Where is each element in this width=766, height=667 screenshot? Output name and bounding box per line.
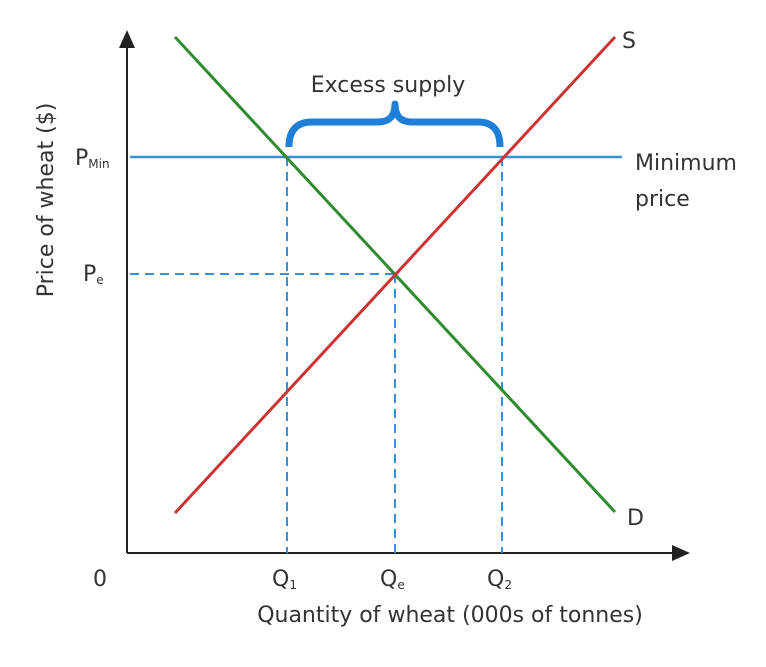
excess-supply-label: Excess supply	[311, 73, 466, 98]
excess-supply-brace	[285, 100, 504, 148]
x-tick-label: Qe	[380, 567, 405, 592]
supply-curve	[173, 35, 617, 515]
origin-label: 0	[93, 567, 107, 592]
y-tick-label: Pe	[83, 262, 104, 287]
minimum-price-label: price	[635, 187, 690, 212]
demand-label: D	[627, 506, 644, 531]
supply-label: S	[622, 29, 636, 54]
x-tick-label: Q1	[272, 567, 297, 592]
x-tick-label: Q2	[487, 567, 512, 592]
x-axis-label: Quantity of wheat (000s of tonnes)	[257, 603, 643, 628]
minimum-price-label: Minimum	[635, 151, 737, 176]
y-tick-label: PMin	[75, 146, 110, 171]
y-axis-label: Price of wheat ($)	[34, 103, 59, 298]
